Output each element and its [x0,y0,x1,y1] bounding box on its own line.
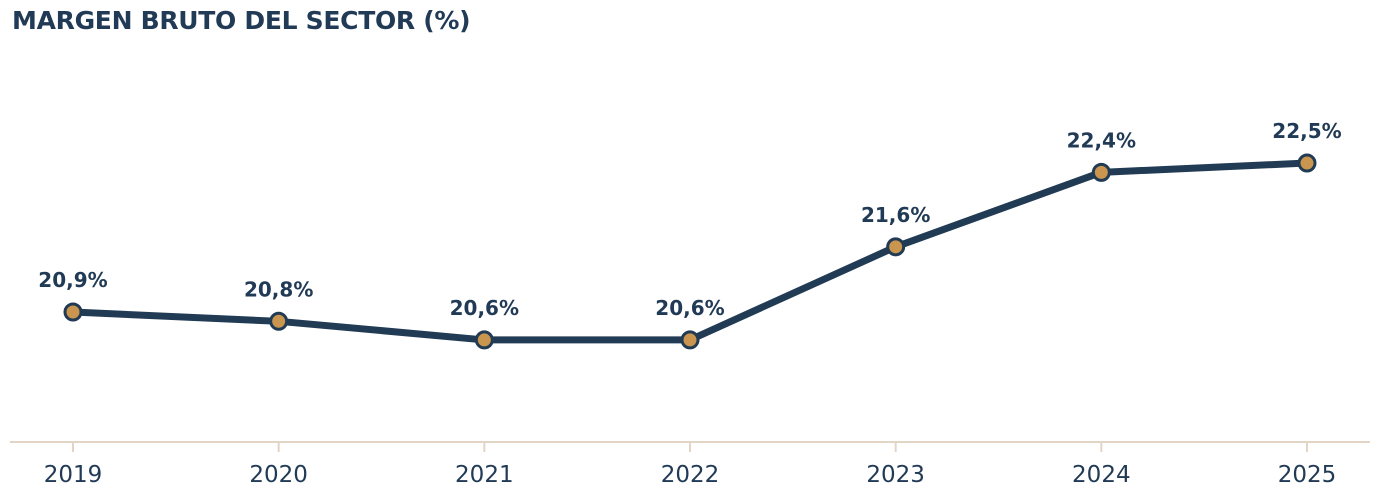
chart-title: MARGEN BRUTO DEL SECTOR (%) [12,6,471,35]
data-point [474,330,494,350]
x-tick-label: 2020 [249,462,308,488]
data-point [1091,162,1111,182]
x-tick-label: 2023 [866,462,925,488]
data-label-group: 20,9% 20,8% 20,6% 20,6% 21,6% 22,4% 22,5% [38,119,1341,320]
data-point [269,311,289,331]
x-tick-label: 2025 [1278,462,1337,488]
data-label: 22,5% [1272,119,1341,143]
data-label: 20,8% [244,277,313,301]
x-axis: 2019 2020 2021 2022 2023 2024 2025 [10,441,1370,488]
data-label: 20,6% [450,296,519,320]
data-point-group [63,153,1317,350]
data-point [680,330,700,350]
data-label: 22,4% [1067,128,1136,152]
data-label: 20,6% [655,296,724,320]
data-point [63,302,83,322]
data-label: 20,9% [38,268,107,292]
x-tick-label: 2021 [455,462,514,488]
data-point [1297,153,1317,173]
x-tick-label: 2024 [1072,462,1131,488]
data-point [886,237,906,257]
data-label: 21,6% [861,203,930,227]
x-tick-label: 2019 [44,462,103,488]
x-tick-label: 2022 [661,462,720,488]
